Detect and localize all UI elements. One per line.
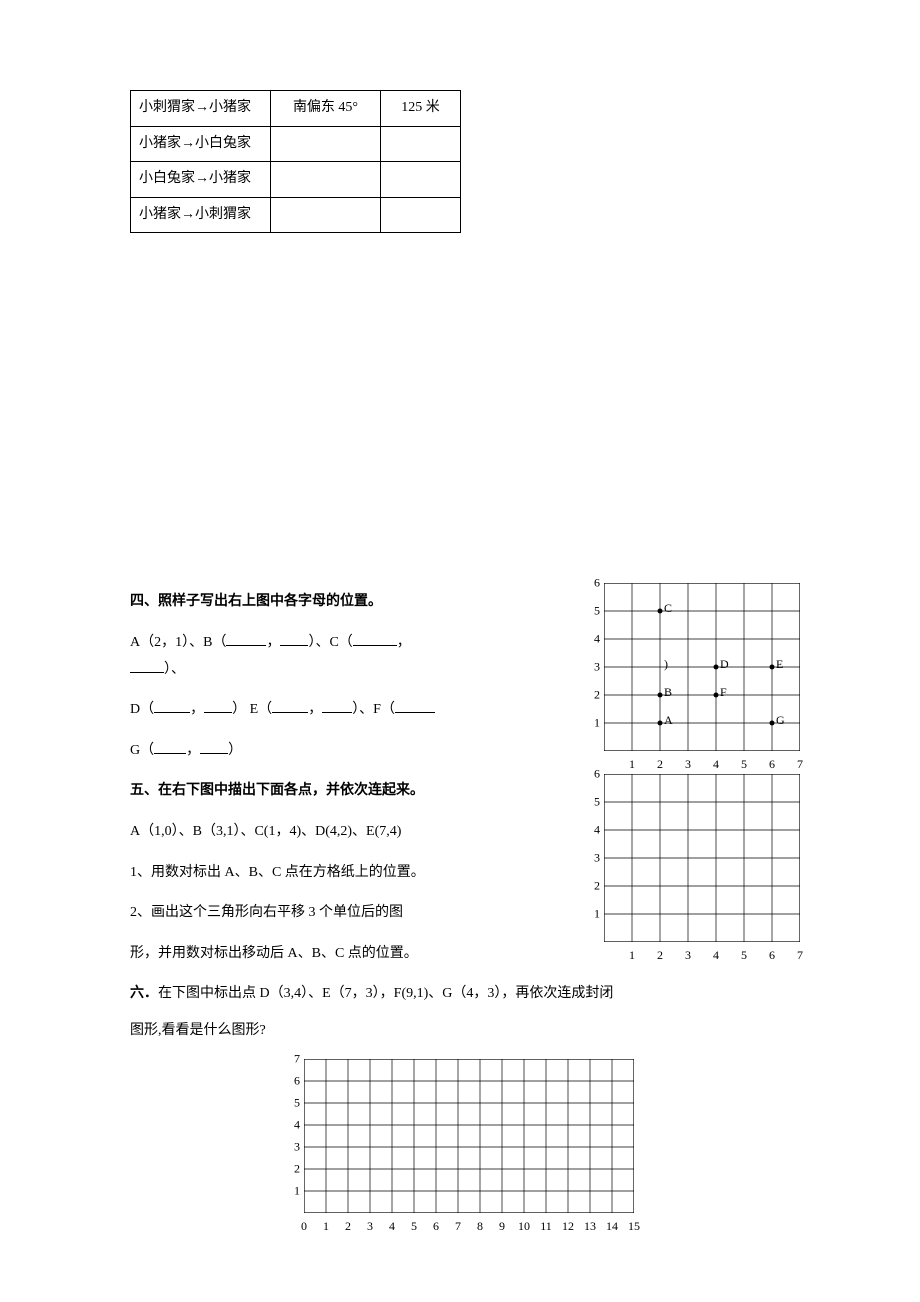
route-path: 小白兔家→小猪家 (131, 162, 271, 198)
route-dir (271, 162, 381, 198)
text: G（ (130, 743, 154, 758)
table-row: 小白兔家→小猪家 (131, 162, 461, 198)
text: D（ (130, 702, 154, 717)
q6-chart: 12345670123456789101112131415 (130, 1059, 790, 1242)
q6-title: 六．在下图中标出点 D（3,4）、E（7，3），F(9,1)、G（4，3），再依… (130, 981, 790, 1008)
table-row: 小刺猬家→小猪家 南偏东 45° 125 米 (131, 91, 461, 127)
blank (322, 699, 352, 713)
q5-points: A（1,0）、B（3,1）、C(1，4)、D(4,2)、E(7,4) (130, 819, 440, 846)
text: ）、 (164, 662, 185, 677)
blank (280, 632, 308, 646)
blank (130, 659, 164, 673)
blank (226, 632, 266, 646)
blank (353, 632, 397, 646)
blank (204, 699, 232, 713)
text: ， (266, 635, 280, 650)
text: A（2，1）、B（ (130, 635, 226, 650)
q6-title-line2: 图形,看看是什么图形? (130, 1018, 790, 1045)
blank-space (130, 241, 790, 581)
blank (154, 740, 186, 754)
route-dir (271, 126, 381, 162)
route-dir (271, 197, 381, 233)
route-dist: 125 米 (381, 91, 461, 127)
route-path: 小刺猬家→小猪家 (131, 91, 271, 127)
q5-p2: 2、画出这个三角形向右平移 3 个单位后的图 (130, 900, 440, 927)
q6-title-pre: 六． (130, 986, 158, 1001)
text: ）、F（ (352, 702, 395, 717)
route-dir: 南偏东 45° (271, 91, 381, 127)
route-dist (381, 197, 461, 233)
text: ） E（ (232, 702, 272, 717)
blank (395, 699, 435, 713)
q4-line1: A（2，1）、B（ ， ）、C（ ， ）、 (130, 630, 440, 683)
table-row: 小猪家→小白兔家 (131, 126, 461, 162)
q4-chart: 1234561234567ABC)DEFG (586, 583, 800, 769)
table-row: 小猪家→小刺猬家 (131, 197, 461, 233)
text: ， (308, 702, 322, 717)
route-path: 小猪家→小刺猬家 (131, 197, 271, 233)
text: ， (186, 743, 200, 758)
question-6: 六．在下图中标出点 D（3,4）、E（7，3），F(9,1)、G（4，3），再依… (130, 981, 790, 1241)
question-5: 五、在右下图中描出下面各点，并依次连起来。 1234561234567 A（1,… (130, 778, 790, 967)
blank (154, 699, 190, 713)
text: ）、C（ (308, 635, 352, 650)
text: ） (228, 743, 242, 758)
question-4: 四、照样子写出右上图中各字母的位置。 1234561234567ABC)DEFG… (130, 589, 790, 764)
route-dist (381, 162, 461, 198)
route-dist (381, 126, 461, 162)
q5-chart: 1234561234567 (586, 774, 800, 960)
q4-line2: D（ ， ） E（ ， ）、F（ (130, 697, 440, 724)
text: ， (190, 702, 204, 717)
route-path: 小猪家→小白兔家 (131, 126, 271, 162)
q4-line3: G（ ， ） (130, 738, 440, 765)
q5-p1: 1、用数对标出 A、B、C 点在方格纸上的位置。 (130, 860, 440, 887)
route-table: 小刺猬家→小猪家 南偏东 45° 125 米 小猪家→小白兔家 小白兔家→小猪家… (130, 90, 461, 233)
blank (272, 699, 308, 713)
q5-p3: 形，并用数对标出移动后 A、B、C 点的位置。 (130, 941, 440, 968)
q6-title-rest: 在下图中标出点 D（3,4）、E（7，3），F(9,1)、G（4，3），再依次连… (158, 986, 613, 1001)
text: ， (397, 635, 411, 650)
blank (200, 740, 228, 754)
